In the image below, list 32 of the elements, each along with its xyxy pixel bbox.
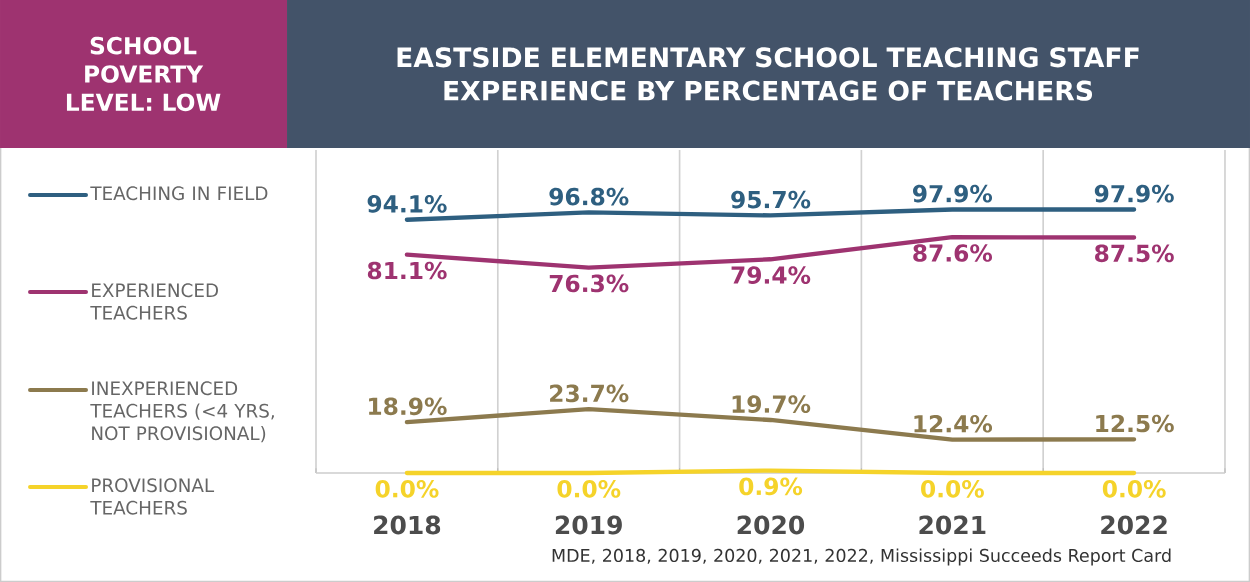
data-label: 19.7% bbox=[732, 395, 811, 413]
data-label: 12.4% bbox=[914, 414, 993, 433]
data-label: 87.6% bbox=[913, 244, 993, 262]
data-label: 0.0% bbox=[375, 479, 439, 498]
data-label: 0.0% bbox=[921, 479, 984, 498]
data-label: 95.7% bbox=[731, 190, 811, 209]
x-tick-label: 2022 bbox=[1101, 515, 1167, 535]
data-label: 94.1% bbox=[367, 195, 447, 213]
chart-title: EASTSIDE ELEMENTARY SCHOOL TEACHING STAFF EXPERIENCE BY PERCENTAGE OF TEACHERS bbox=[397, 47, 1139, 101]
x-tick-label: 2019 bbox=[555, 515, 622, 535]
x-tick-label: 2018 bbox=[374, 515, 441, 535]
data-label: 23.7% bbox=[550, 384, 629, 403]
data-label: 97.9% bbox=[1094, 184, 1174, 203]
x-tick-label: 2020 bbox=[737, 515, 805, 535]
data-label: 18.9% bbox=[369, 397, 447, 416]
data-label: 0.0% bbox=[1102, 479, 1166, 498]
legend-label: TEACHING IN FIELD bbox=[90, 186, 268, 201]
legend-label: PROVISIONAL TEACHERS bbox=[90, 478, 215, 515]
data-label: 12.5% bbox=[1096, 414, 1174, 433]
data-label: 81.1% bbox=[367, 261, 447, 280]
data-label: 87.5% bbox=[1095, 244, 1174, 263]
legend-label: EXPERIENCED TEACHERS bbox=[90, 283, 218, 320]
chart-subtitle: SCHOOL POVERTY LEVEL: LOW bbox=[66, 36, 221, 112]
data-label: 76.3% bbox=[549, 274, 629, 293]
data-label: 96.8% bbox=[549, 187, 629, 206]
x-tick-label: 2021 bbox=[919, 515, 986, 535]
data-label: 0.9% bbox=[739, 477, 803, 496]
data-label: 0.0% bbox=[557, 479, 621, 498]
text: MDE, 2018, 2019, 2020, 2021, 2022, Mississippi Succeeds Report Card bbox=[552, 548, 1171, 566]
legend-label: INEXPERIENCED TEACHERS (<4 YRS, NOT PROVISIONAL) bbox=[90, 381, 274, 443]
data-label: 79.4% bbox=[731, 266, 811, 284]
data-label: 97.9% bbox=[913, 184, 993, 203]
